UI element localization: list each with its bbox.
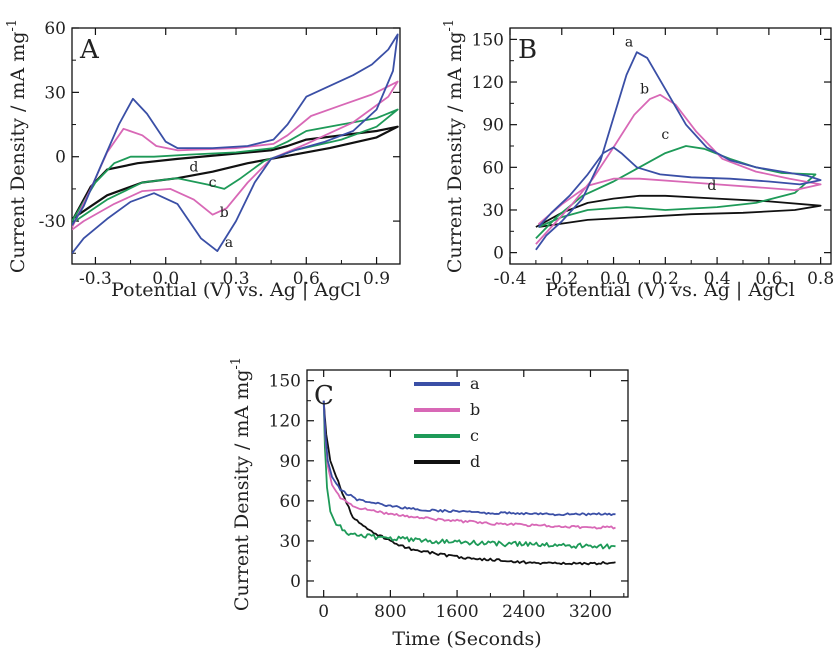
y-axis: 0 30 60 90 120 150 xyxy=(472,30,831,264)
series-d-line xyxy=(535,194,822,228)
series-a-line xyxy=(535,51,822,251)
y-tick-label: 0 xyxy=(493,244,504,264)
x-tick-label: -0.2 xyxy=(545,269,578,289)
y-axis: 0 30 60 90 120 150 xyxy=(269,372,628,592)
y-axis-label-sup: -1 xyxy=(442,19,457,32)
x-axis-label: Potential (V) vs. Ag | AgCl xyxy=(545,279,795,301)
curve-label-c: c xyxy=(209,175,217,191)
panel-b: -0.4 -0.2 0.0 0.2 0.4 0.6 0.8 0 30 60 90 120 150 d c… xyxy=(442,19,834,301)
y-tick-label: 150 xyxy=(269,372,301,392)
y-tick-label: 0 xyxy=(55,148,66,168)
x-tick-label: 0.6 xyxy=(293,269,320,289)
curve-labels: d c b a xyxy=(625,34,717,194)
x-tick-label: 0 xyxy=(318,602,329,622)
y-tick-label: -30 xyxy=(39,212,66,232)
x-axis: -0.3 0.0 0.3 0.6 0.9 xyxy=(79,28,390,289)
y-tick-label: 90 xyxy=(279,452,301,472)
x-tick-label: -0.4 xyxy=(494,269,527,289)
curve-label-a: a xyxy=(225,235,233,251)
curve-label-c: c xyxy=(661,127,669,143)
x-tick-label: 0.9 xyxy=(363,269,390,289)
curve-label-a: a xyxy=(625,34,633,50)
series-b-line xyxy=(535,93,822,245)
x-axis-label: Potential (V) vs. Ag | AgCl xyxy=(111,279,361,301)
y-tick-label: 60 xyxy=(482,158,504,178)
curve-label-d: d xyxy=(189,160,198,176)
x-tick-label: 0.4 xyxy=(704,269,731,289)
y-axis-label: Current Density / mA mg-1 xyxy=(5,19,29,273)
y-axis-label: Current Density / mA mg-1 xyxy=(442,19,466,273)
x-axis: 0 800 1600 2400 3200 xyxy=(318,370,625,622)
x-tick-label: 0.2 xyxy=(652,269,679,289)
y-tick-label: 120 xyxy=(472,73,504,93)
y-tick-label: 60 xyxy=(279,492,301,512)
y-tick-label: 60 xyxy=(44,19,66,39)
x-tick-label: 0.0 xyxy=(152,269,179,289)
y-tick-label: 30 xyxy=(279,532,301,552)
series-d-line xyxy=(72,125,399,222)
series-group xyxy=(72,33,399,254)
series-d-line xyxy=(322,400,616,566)
series-c-line xyxy=(72,108,399,224)
y-tick-label: 0 xyxy=(290,572,301,592)
x-tick-label: 800 xyxy=(374,602,406,622)
y-tick-label: 30 xyxy=(44,83,66,103)
y-axis-label-sup: -1 xyxy=(229,357,244,370)
x-axis: -0.4 -0.2 0.0 0.2 0.4 0.6 0.8 xyxy=(494,28,834,289)
y-axis-label: Current Density / mA mg-1 xyxy=(229,357,253,611)
y-tick-label: 150 xyxy=(472,30,504,50)
x-tick-label: 0.0 xyxy=(600,269,627,289)
panel-letter: B xyxy=(518,35,537,65)
y-axis-label-text: Current Density / mA mg xyxy=(444,32,466,273)
series-c-line xyxy=(322,400,616,550)
curve-label-d: d xyxy=(707,178,716,194)
curve-label-b: b xyxy=(640,81,649,97)
series-a-line xyxy=(72,33,399,254)
x-tick-label: 0.6 xyxy=(755,269,782,289)
panel-letter: A xyxy=(79,35,100,65)
curve-label-b: b xyxy=(220,205,229,221)
y-axis-label-text: Current Density / mA mg xyxy=(231,370,253,611)
x-tick-label: 0.3 xyxy=(222,269,249,289)
x-tick-label: 0.8 xyxy=(807,269,834,289)
plot-frame xyxy=(509,27,832,265)
series-group xyxy=(322,400,616,566)
series-a-line xyxy=(322,400,616,517)
x-tick-label: 3200 xyxy=(569,602,612,622)
x-tick-label: -0.3 xyxy=(79,269,112,289)
x-axis-label: Time (Seconds) xyxy=(392,628,541,650)
x-tick-label: 2400 xyxy=(502,602,545,622)
legend-label-d: d xyxy=(470,452,480,471)
y-tick-label: 120 xyxy=(269,412,301,432)
y-tick-label: 30 xyxy=(482,201,504,221)
series-b-line xyxy=(72,80,399,231)
y-axis-label-text: Current Density / mA mg xyxy=(7,32,29,273)
plot-frame xyxy=(306,369,629,598)
legend-label-b: b xyxy=(470,400,480,419)
legend-label-c: c xyxy=(470,426,479,445)
series-b-line xyxy=(322,400,616,530)
y-axis-label-sup: -1 xyxy=(5,19,20,32)
series-group xyxy=(535,51,822,251)
y-tick-label: 90 xyxy=(482,116,504,136)
panel-letter: C xyxy=(314,381,334,411)
x-tick-label: 1600 xyxy=(435,602,478,622)
y-axis: -30 0 30 60 xyxy=(39,19,400,254)
legend-label-a: a xyxy=(470,374,480,393)
